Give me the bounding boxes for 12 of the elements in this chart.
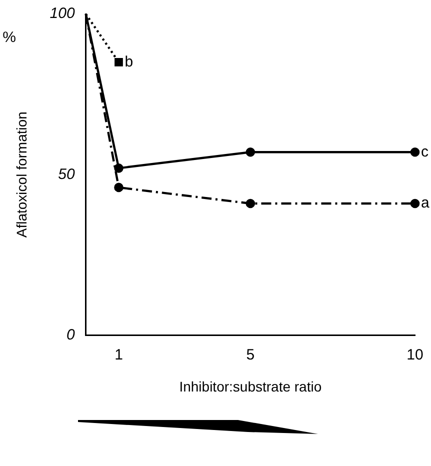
text: % [2, 29, 16, 46]
y-axis-title: Aflatoxicol formation [13, 112, 30, 238]
x-tick-label: 5 [246, 346, 255, 364]
y-tick-label: 50 [58, 166, 76, 183]
y-tick-label: 0 [66, 326, 76, 344]
series-label: a [421, 194, 430, 212]
series-label: b [124, 53, 134, 70]
x-tick-label: 1 [114, 346, 123, 364]
y-tick-label: 100 [50, 5, 76, 22]
x-tick-label: 10 [406, 346, 424, 364]
series-label: c [421, 143, 429, 160]
x-axis-title: Inhibitor:substrate ratio [179, 378, 322, 394]
